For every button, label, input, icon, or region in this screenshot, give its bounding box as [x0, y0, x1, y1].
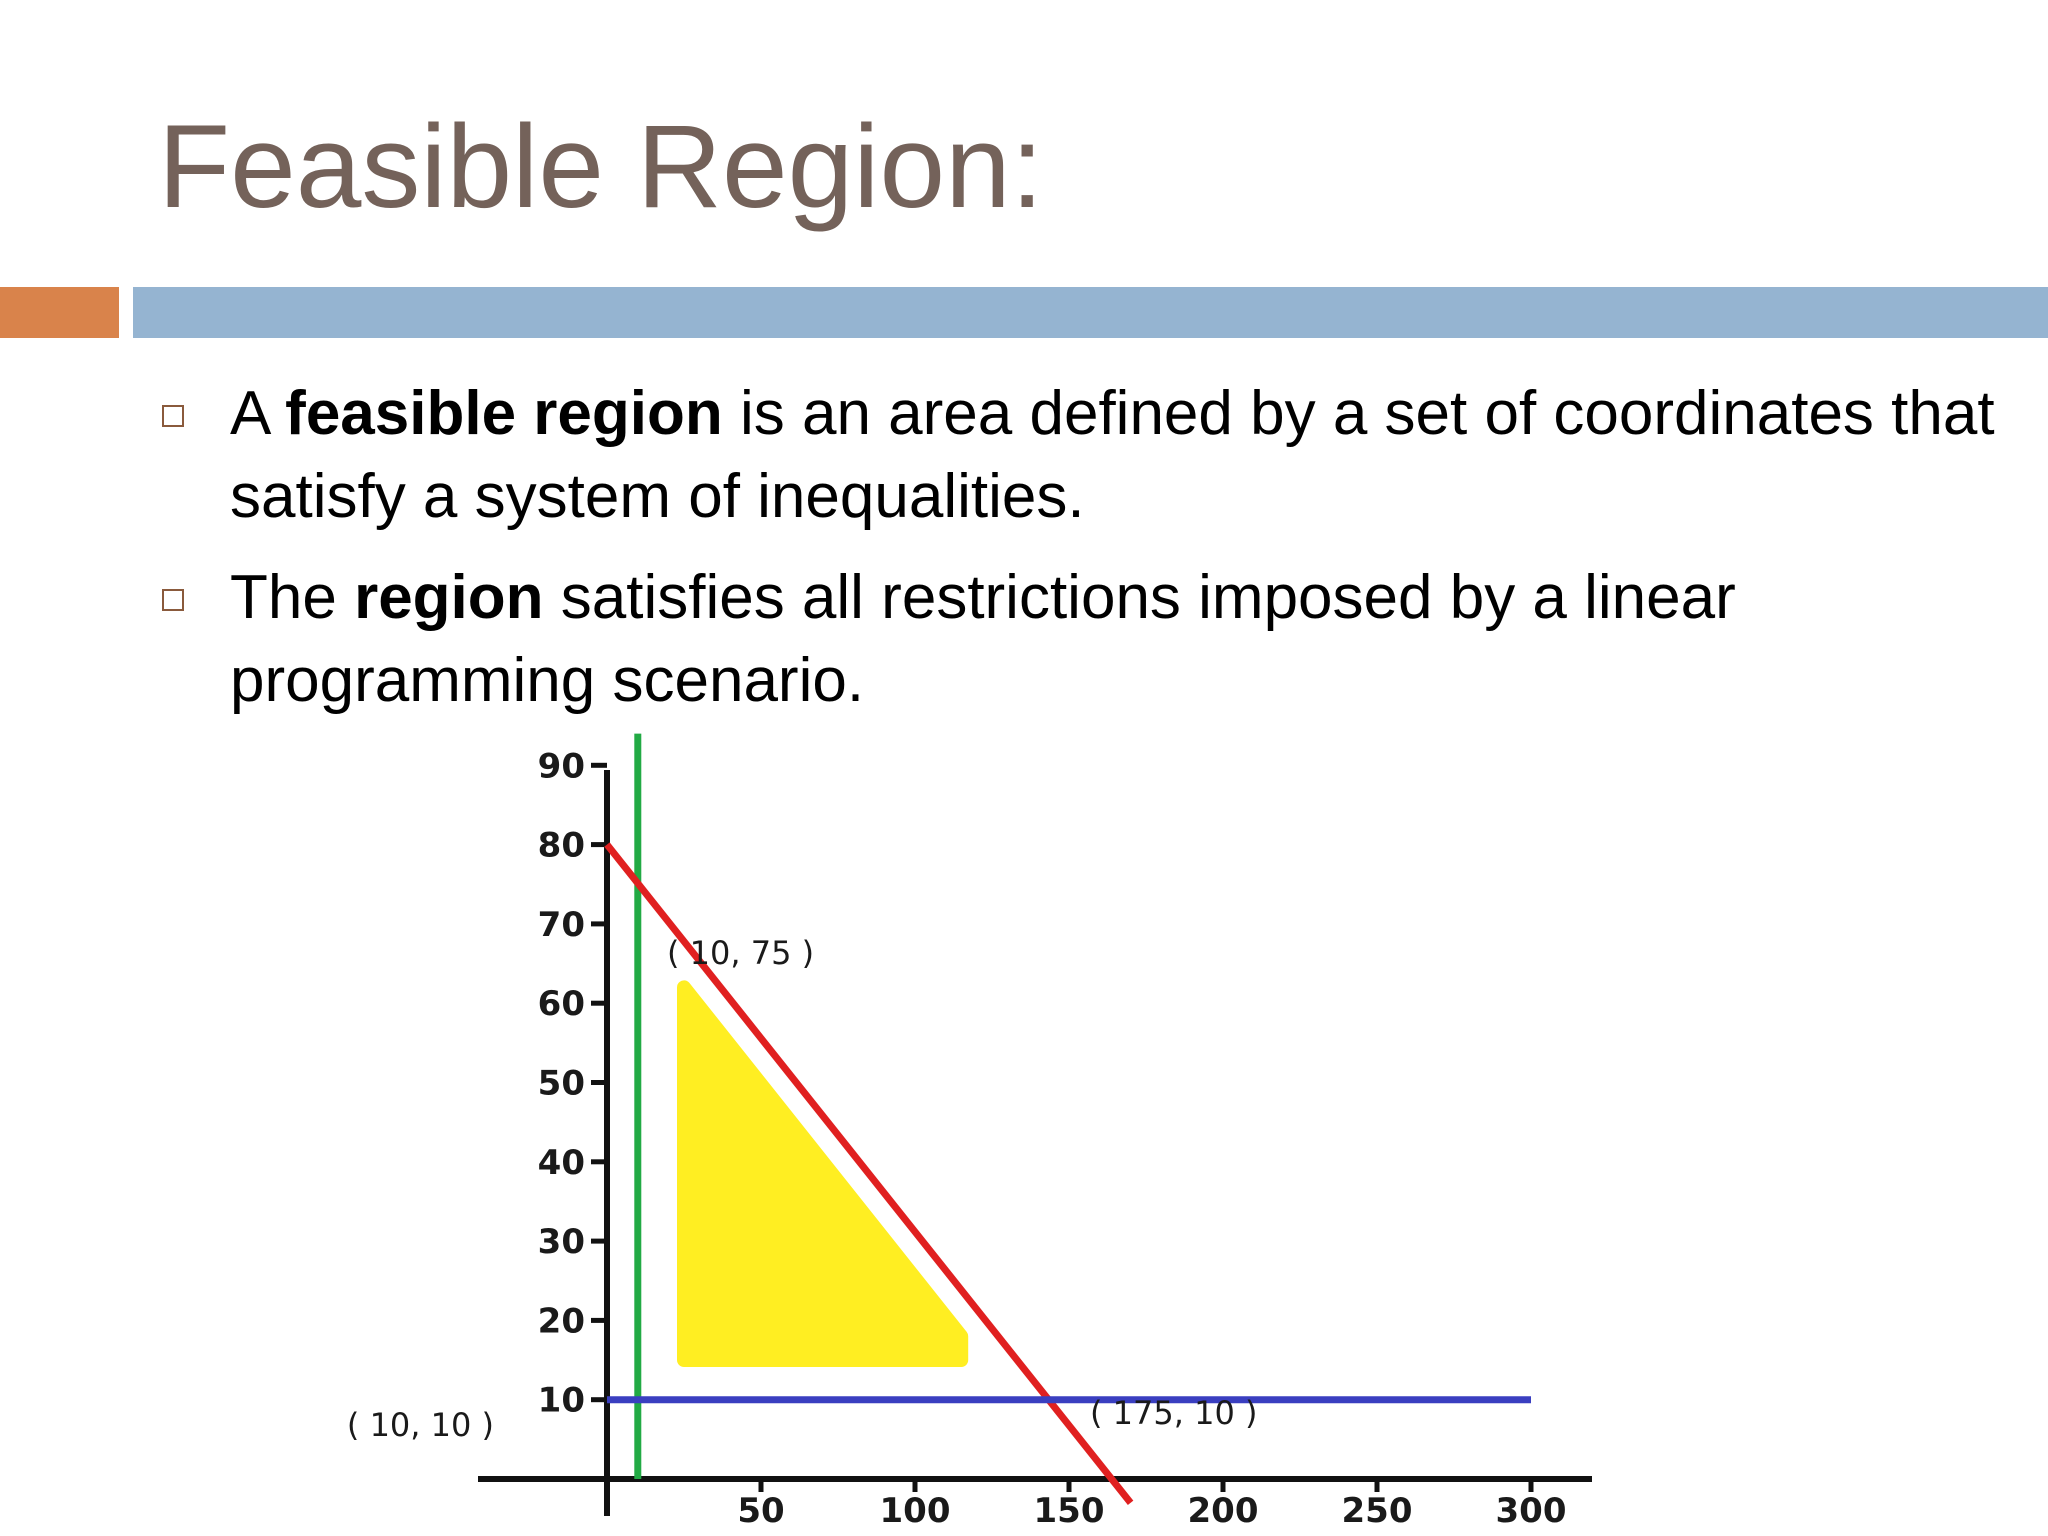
y-tick-label: 30 [538, 1222, 585, 1262]
accent-bar-orange [0, 287, 119, 338]
y-tick-label: 20 [538, 1301, 585, 1341]
point-label: ( 175, 10 ) [1090, 1394, 1257, 1432]
x-tick-label: 150 [1034, 1491, 1105, 1531]
point-label: ( 10, 10 ) [347, 1406, 494, 1444]
x-tick-label: 50 [737, 1491, 784, 1531]
feasible-region-area [677, 980, 969, 1368]
constraint-line-red [604, 842, 1134, 1505]
y-tick-label: 80 [538, 826, 585, 866]
y-tick-label: 50 [538, 1064, 585, 1104]
y-tick-label: 70 [538, 905, 585, 945]
square-bullet-icon [162, 405, 184, 427]
x-tick-label: 200 [1188, 1491, 1259, 1531]
bullet-text: A feasible region is an area defined by … [230, 379, 1995, 531]
square-bullet-icon [162, 589, 184, 611]
x-tick-label: 300 [1496, 1491, 1567, 1531]
slide-title: Feasible Region: [158, 101, 1044, 233]
bullet-item: The region satisfies all restrictions im… [160, 556, 2000, 722]
accent-bar-blue [133, 287, 2048, 338]
y-tick-label: 60 [538, 984, 585, 1024]
bullet-text-post: satisfies all restrictions imposed by a … [230, 563, 1736, 715]
bullet-text-pre: The [230, 563, 355, 632]
x-tick-label: 100 [880, 1491, 951, 1531]
y-tick-label: 10 [538, 1381, 585, 1421]
bullet-text-bold: region [354, 563, 544, 632]
point-label: ( 10, 75 ) [667, 934, 814, 972]
x-tick-label: 250 [1342, 1491, 1413, 1531]
bullet-text-pre: A [230, 379, 286, 448]
y-tick-label: 40 [538, 1143, 585, 1183]
bullet-list: A feasible region is an area defined by … [160, 372, 2000, 740]
bullet-item: A feasible region is an area defined by … [160, 372, 2000, 538]
y-tick-label: 90 [538, 746, 585, 786]
bullet-text-post: is an area defined by a set of coordinat… [230, 379, 1995, 531]
bullet-text: The region satisfies all restrictions im… [230, 563, 1736, 715]
bullet-text-bold: feasible region [285, 379, 723, 448]
